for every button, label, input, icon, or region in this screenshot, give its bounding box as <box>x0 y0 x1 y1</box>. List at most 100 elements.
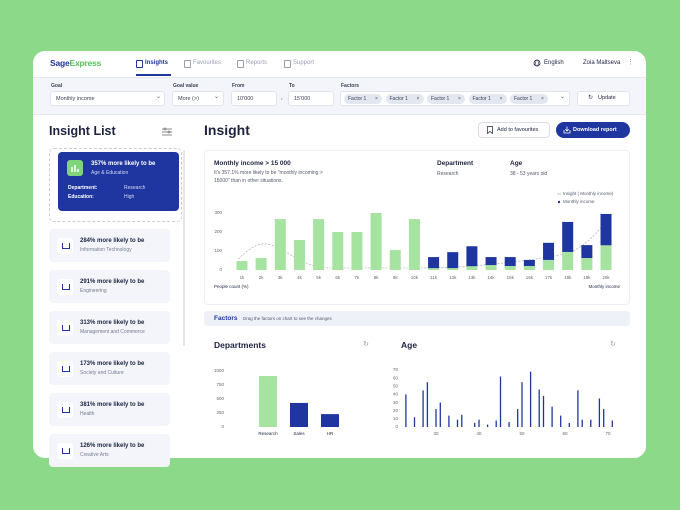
x-tick-label: Research <box>258 431 278 436</box>
tab-icon <box>184 60 191 68</box>
summary-label: Age <box>510 160 523 167</box>
bar-segment <box>581 258 593 270</box>
chip-remove[interactable]: × <box>375 95 378 102</box>
filter-icon[interactable] <box>162 127 172 136</box>
goal-value-select[interactable]: More (>) <box>172 91 224 106</box>
x-tick-label: 11k <box>430 275 438 280</box>
x-tick-label: 70 <box>605 431 611 436</box>
insight-icon <box>57 320 73 336</box>
bookmark-icon <box>487 126 493 134</box>
x-tick-label: 10k <box>411 275 419 280</box>
scrollbar[interactable] <box>183 150 185 346</box>
factors-hint: Drag the factors on chart to see the cha… <box>243 316 332 321</box>
chip-remove[interactable]: × <box>499 95 503 102</box>
y-tick-label: 200 <box>214 229 222 234</box>
bar-segment <box>408 219 420 270</box>
bar-segment <box>313 219 325 270</box>
nav-tab[interactable]: Favourites <box>193 60 222 66</box>
x-tick-label: 60 <box>562 431 568 436</box>
bar-glyph <box>62 407 70 413</box>
globe-icon <box>533 59 541 67</box>
refresh-icon[interactable]: ↻ <box>610 341 616 348</box>
bar-segment <box>485 257 497 266</box>
bar-glyph <box>62 284 70 290</box>
legend-marker <box>557 200 561 204</box>
from-input[interactable]: 10'000 <box>231 91 277 106</box>
bar-glyph <box>62 243 70 249</box>
x-tick-label: 8k <box>374 275 380 280</box>
chevron: ⌄ <box>156 94 162 100</box>
bar-segment <box>562 251 574 270</box>
insight-icon <box>57 279 73 295</box>
filter-label: From <box>232 83 245 89</box>
refresh-icon[interactable]: ↻ <box>363 341 369 348</box>
update-button[interactable]: Update <box>577 91 630 106</box>
filter-label: Factors <box>341 83 360 89</box>
filter-label: Goal value <box>173 83 199 89</box>
x-tick-label: 9k <box>393 275 399 280</box>
insight-headline: 357% more likely to be <box>91 161 156 167</box>
insight-icon <box>57 443 73 459</box>
chip-remove[interactable]: × <box>416 95 420 102</box>
bar-segment <box>236 261 248 270</box>
bar-segment <box>428 257 440 269</box>
x-tick-label: 30 <box>433 431 439 436</box>
x-tick-label: 16k <box>526 275 534 280</box>
y-tick-label: 70 <box>393 367 399 372</box>
download-button[interactable]: Download report <box>556 122 630 138</box>
chip-remove[interactable]: × <box>458 95 461 102</box>
bar-segment <box>332 232 344 270</box>
insight-headline: 126% more likely to be <box>80 443 145 449</box>
logo-part: Sage <box>50 58 70 68</box>
goal-select[interactable]: Monthly income <box>50 91 165 106</box>
bar-segment <box>447 268 459 270</box>
nav-tab[interactable]: Insights <box>145 60 169 66</box>
filter-label: Goal <box>51 83 63 89</box>
factor-chip[interactable] <box>385 94 424 104</box>
insight-headline: 291% more likely to be <box>80 279 145 285</box>
chip-remove[interactable]: × <box>541 95 544 102</box>
insight-headline: 313% more likely to be <box>80 320 145 326</box>
menu-dots[interactable]: ⋮ <box>627 59 634 66</box>
x-tick-label: 40 <box>476 431 482 436</box>
x-tick-label: 15k <box>507 275 515 280</box>
bar-segment <box>351 232 363 270</box>
y-tick-label: 500 <box>216 396 224 401</box>
y-tick-label: 0 <box>219 267 222 272</box>
favourite-button[interactable]: Add to favourites <box>478 122 550 138</box>
x-tick-label: 5k <box>316 275 322 280</box>
tab-icon <box>237 60 244 68</box>
insight-subtitle: Management and Commerce <box>80 329 145 335</box>
x-tick-label: 4k <box>297 275 303 280</box>
chart-title: Departments <box>214 340 266 350</box>
factor-chip[interactable] <box>344 94 382 104</box>
factors-title: Factors <box>214 315 238 322</box>
bar-segment <box>447 252 459 269</box>
tab-icon <box>284 60 291 68</box>
factor-chip[interactable] <box>427 94 465 104</box>
sidebar-title: Insight List <box>49 124 116 138</box>
x-tick-label: HR <box>327 431 334 436</box>
y-tick-label: 750 <box>216 382 224 387</box>
y-tick-label: 300 <box>214 210 222 215</box>
legend-label: Monthly income <box>563 199 595 204</box>
factor-chip[interactable] <box>510 94 548 104</box>
x-tick-label: 2k <box>259 275 265 280</box>
bar-segment <box>504 266 516 270</box>
bar-segment <box>274 219 286 270</box>
y-tick-label: 20 <box>393 408 399 413</box>
language[interactable]: English <box>544 60 564 66</box>
factor-chip[interactable] <box>468 94 507 104</box>
factor-chip-label: Factor 1 <box>472 96 491 102</box>
range-separator: , <box>281 95 283 101</box>
filter-label: To <box>289 83 295 89</box>
refresh-icon: ↻ <box>588 95 594 101</box>
factor-chip-label: Factor 1 <box>389 96 408 102</box>
nav-tab[interactable]: Reports <box>246 60 268 66</box>
to-input[interactable]: 15'000 <box>288 91 334 106</box>
nav-tab[interactable]: Support <box>293 60 315 66</box>
factor-chip-label: Factor 1 <box>431 96 450 102</box>
user-name[interactable]: Zoia Maltseva <box>583 60 621 66</box>
